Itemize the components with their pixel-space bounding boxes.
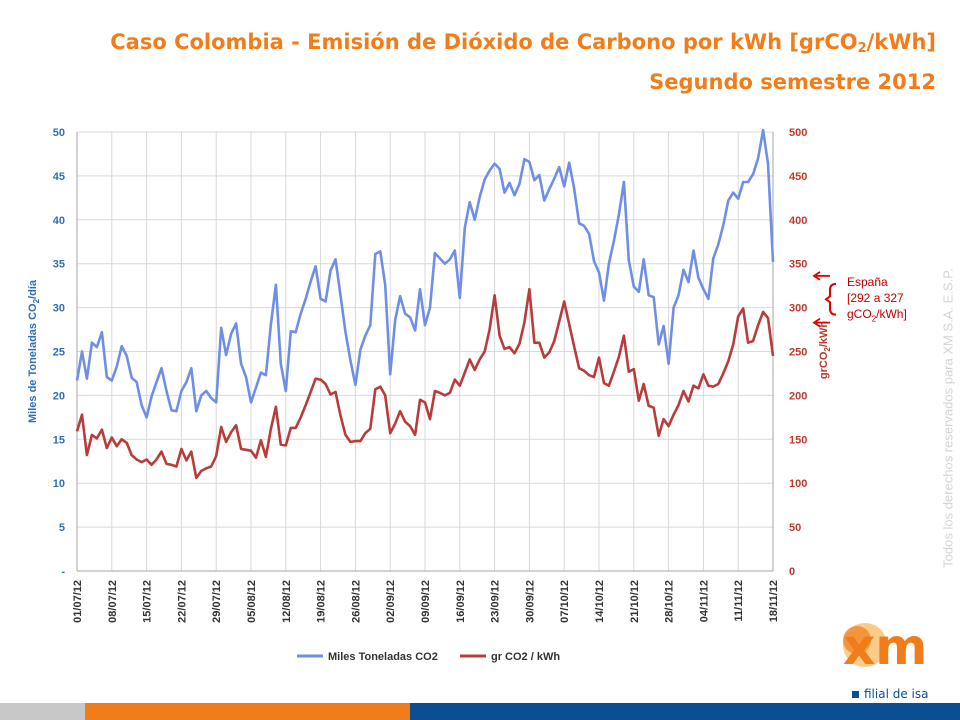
y-right-tick-label: 500	[789, 127, 807, 139]
footer-bar-blue	[410, 703, 960, 720]
y-left-tick-label: 40	[53, 215, 65, 227]
annotation-arrow-bottom	[812, 317, 830, 328]
xm-logo-mark-icon	[843, 623, 887, 667]
legend: Miles Toneladas CO2 gr CO2 / kWh	[297, 651, 560, 663]
x-tick-label: 08/07/12	[107, 580, 119, 623]
y-left-tick-label: 45	[53, 171, 65, 183]
x-tick-label: 18/11/12	[768, 580, 780, 622]
y-right-tick-label: 50	[789, 522, 801, 534]
x-tick-label: 12/08/12	[281, 580, 293, 623]
footer-bar-gray	[0, 703, 85, 720]
tagline-text: filial de isa	[864, 687, 929, 701]
y-right-tick-label: 300	[789, 303, 807, 315]
x-tick-label: 19/08/12	[316, 580, 328, 623]
y-left-tick-label: 5	[59, 522, 65, 534]
y-right-tick-label: 450	[789, 171, 807, 183]
xm-logo: xm	[843, 618, 927, 676]
x-tick-label: 16/09/12	[455, 580, 467, 623]
x-tick-label: 15/07/12	[142, 580, 154, 623]
y-left-tick-label: 15	[53, 434, 65, 446]
series-line-gr-per-kwh	[75, 287, 775, 480]
x-tick-label: 21/10/12	[629, 580, 641, 623]
x-tick-label: 22/07/12	[176, 580, 188, 623]
x-tick-label: 04/11/12	[698, 580, 710, 622]
y-left-tick-label: 10	[53, 478, 65, 490]
x-tick-label: 07/10/12	[559, 580, 571, 623]
x-tick-label: 11/11/12	[733, 580, 745, 622]
title-prefix: Caso Colombia - Emisión de Dióxido de Ca…	[110, 30, 858, 54]
y-right-axis-title: grCO2/kWh	[818, 321, 832, 380]
title-subscript: 2	[857, 41, 867, 56]
y-left-tick-label: 25	[53, 347, 65, 359]
chart-title: Caso Colombia - Emisión de Dióxido de Ca…	[110, 30, 936, 56]
y-right-tick-label: 200	[789, 390, 807, 402]
chart-subtitle: Segundo semestre 2012	[649, 70, 936, 94]
y-right-tick-label: 250	[789, 347, 807, 359]
annotation-range: [292 a 327	[847, 291, 904, 305]
y-left-axis-title: Miles de Toneladas CO2/día	[27, 279, 41, 423]
legend-label: gr CO2 / kWh	[491, 651, 560, 663]
annotation-brace	[824, 282, 837, 316]
y-right-tick-label: 0	[789, 566, 795, 578]
x-tick-label: 29/07/12	[211, 580, 223, 623]
y-left-tick-label: 30	[53, 303, 65, 315]
footer-bar	[0, 703, 960, 720]
y-right-tick-label: 100	[789, 478, 807, 490]
tagline-square-icon	[852, 691, 859, 698]
y-right-tick-label: 400	[789, 215, 807, 227]
spain-reference-annotation: España [292 a 327 gCO2/kWh]	[847, 274, 907, 327]
annotation-bracket	[812, 271, 837, 328]
annotation-unit-prefix: gCO	[847, 307, 872, 321]
x-tick-label: 01/07/12	[72, 580, 84, 623]
x-tick-label: 09/09/12	[420, 580, 432, 623]
y-left-tick-label: -	[61, 566, 65, 578]
logo-tagline: filial de isa	[852, 687, 928, 701]
legend-label: Miles Toneladas CO2	[328, 651, 438, 663]
x-tick-label: 14/10/12	[594, 580, 606, 623]
annotation-country: España	[847, 275, 888, 289]
y-left-tick-label: 35	[53, 259, 65, 271]
annotation-unit: gCO2/kWh]	[847, 306, 907, 327]
footer-bar-orange	[85, 703, 410, 720]
annotation-unit-suffix: /kWh]	[876, 307, 907, 321]
annotation-arrow-top	[812, 271, 830, 281]
x-tick-label: 28/10/12	[664, 580, 676, 623]
y-right-tick-label: 350	[789, 259, 807, 271]
x-tick-label: 26/08/12	[350, 580, 362, 623]
y-left-tick-label: 20	[53, 390, 65, 402]
x-tick-label: 05/08/12	[246, 580, 258, 623]
y-left-tick-label: 50	[53, 127, 65, 139]
title-suffix: /kWh]	[866, 30, 936, 54]
copyright-watermark: Todos los derechos reservados para XM S.…	[940, 268, 956, 568]
y-right-tick-label: 150	[789, 434, 807, 446]
x-tick-label: 02/09/12	[385, 580, 397, 623]
x-tick-label: 23/09/12	[490, 580, 502, 623]
annotation-unit-sub: 2	[871, 314, 877, 324]
x-tick-label: 30/09/12	[524, 580, 536, 623]
series-line-co2-tons	[75, 128, 775, 419]
xm-logo-text: xm	[843, 618, 927, 676]
